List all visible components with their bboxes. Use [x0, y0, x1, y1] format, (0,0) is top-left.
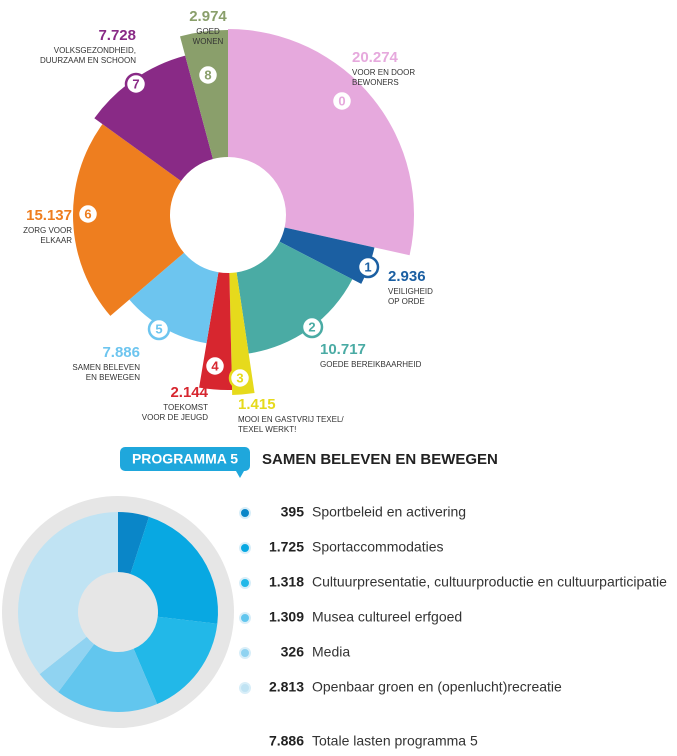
- segment-name: VOLKSGEZONDHEID,: [54, 46, 136, 55]
- legend-name: Musea cultureel erfgoed: [312, 609, 462, 625]
- legend-dot: [239, 647, 251, 659]
- total-value: 7.886: [269, 733, 304, 749]
- pie-segment: [279, 227, 375, 284]
- segment-value: 2.936: [388, 268, 426, 285]
- segment-badge: [147, 317, 171, 341]
- legend-value: 395: [281, 504, 305, 520]
- segment-badge: [203, 354, 227, 378]
- segment-value: 2.144: [170, 384, 208, 401]
- segment-badge: [300, 315, 324, 339]
- pie-segment: [180, 30, 228, 159]
- program-title: SAMEN BELEVEN EN BEWEGEN: [262, 451, 498, 468]
- legend-name: Sportbeleid en activering: [312, 504, 466, 520]
- legend-dot: [239, 507, 251, 519]
- segment-number: 2: [308, 319, 315, 334]
- segment-value: 20.274: [352, 49, 399, 66]
- legend-value: 2.813: [269, 679, 304, 695]
- legend-name: Cultuurpresentatie, cultuurproductie en …: [312, 574, 667, 590]
- segment-number: 4: [211, 358, 219, 373]
- program-badge-bg: [120, 447, 250, 471]
- pie-segment: [94, 55, 213, 181]
- segment-badge: [76, 202, 100, 226]
- segment-name: TEXEL WERKT!: [238, 425, 296, 434]
- segment-name: GOED: [196, 27, 220, 36]
- segment-badge: [124, 72, 148, 96]
- legend-dot: [239, 577, 251, 589]
- segment-name: VOOR DE JEUGD: [142, 413, 208, 422]
- segment-badge: [196, 63, 220, 87]
- program-badge: PROGRAMMA 5: [132, 451, 238, 467]
- total-name: Totale lasten programma 5: [312, 733, 478, 749]
- segment-name: ELKAAR: [40, 236, 72, 245]
- segment-number: 7: [132, 76, 139, 91]
- segment-number: 1: [364, 259, 371, 274]
- segment-name: MOOI EN GASTVRIJ TEXEL/: [238, 415, 344, 424]
- legend-value: 326: [281, 644, 305, 660]
- segment-badge: [356, 255, 380, 279]
- segment-name: DUURZAAM EN SCHOON: [40, 56, 136, 65]
- segment-number: 3: [236, 370, 243, 385]
- segment-value: 1.415: [238, 396, 276, 413]
- legend-dot: [239, 542, 251, 554]
- segment-value: 7.886: [102, 344, 140, 361]
- donut-segment: [118, 512, 149, 574]
- segment-name: TOEKOMST: [163, 403, 208, 412]
- segment-name: VOOR EN DOOR: [352, 68, 415, 77]
- segment-badge: [330, 89, 354, 113]
- pie-segment: [236, 241, 353, 354]
- segment-name: VEILIGHEID: [388, 287, 433, 296]
- segment-badge: [228, 366, 252, 390]
- donut-segment: [58, 644, 158, 712]
- pie-segment: [73, 124, 184, 316]
- segment-number: 6: [84, 206, 91, 221]
- segment-value: 7.728: [98, 27, 136, 44]
- legend-value: 1.725: [269, 539, 304, 555]
- segment-number: 5: [155, 321, 162, 336]
- pie-segment: [129, 252, 219, 344]
- segment-name: GOEDE BEREIKBAARHEID: [320, 360, 422, 369]
- segment-value: 10.717: [320, 341, 366, 358]
- segment-value: 2.974: [189, 8, 227, 25]
- pie-segment: [228, 29, 414, 256]
- segment-name: WONEN: [193, 37, 224, 46]
- segment-name: EN BEWEGEN: [86, 373, 140, 382]
- legend-value: 1.309: [269, 609, 304, 625]
- pie-segment: [229, 272, 255, 395]
- legend-dot: [239, 682, 251, 694]
- legend-value: 1.318: [269, 574, 304, 590]
- donut-segment: [39, 636, 95, 693]
- legend-name: Openbaar groen en (openlucht)recreatie: [312, 679, 562, 695]
- segment-number: 0: [338, 93, 345, 108]
- legend-name: Sportaccommodaties: [312, 539, 444, 555]
- donut-segment: [18, 512, 119, 675]
- legend-dot: [239, 612, 251, 624]
- segment-name: OP ORDE: [388, 297, 425, 306]
- segment-value: 15.137: [26, 207, 72, 224]
- segment-name: BEWONERS: [352, 78, 399, 87]
- segment-name: SAMEN BELEVEN: [72, 363, 140, 372]
- segment-number: 8: [204, 67, 211, 82]
- segment-name: ZORG VOOR: [23, 226, 72, 235]
- donut-segment: [130, 516, 218, 624]
- legend-name: Media: [312, 644, 350, 660]
- donut-segment: [133, 616, 218, 705]
- badge-pointer: [236, 471, 244, 478]
